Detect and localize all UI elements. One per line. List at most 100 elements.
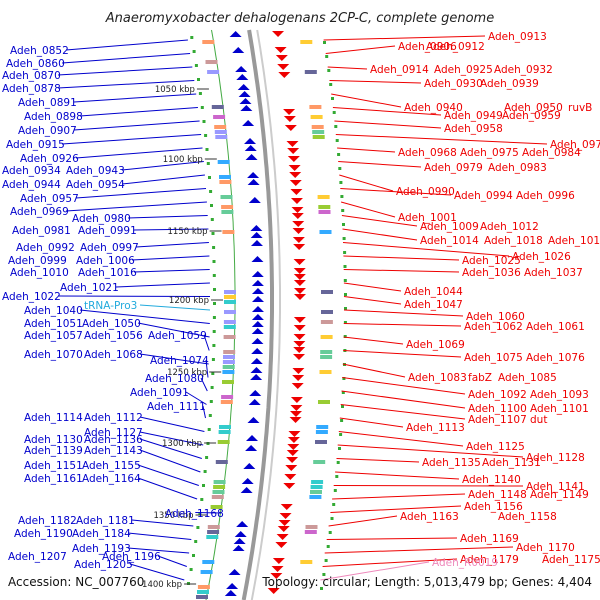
gene-label-left[interactable]: Adeh_0898 — [24, 111, 83, 123]
gene-label-right[interactable]: Adeh_1128 — [526, 452, 585, 464]
gene-label-left[interactable]: Adeh_1080 — [145, 373, 204, 385]
gene-label-left[interactable]: Adeh_0991 — [78, 225, 137, 237]
gene-label-left[interactable]: Adeh_0852 — [10, 45, 69, 57]
gene-label-right[interactable]: Adeh_1036 — [462, 267, 521, 279]
gene-label-left[interactable]: Adeh_1040 — [24, 305, 83, 317]
gene-label-left[interactable]: Adeh_1193 — [72, 543, 131, 555]
gene-label-right[interactable]: Adeh_0994 — [454, 190, 513, 202]
gene-label-right[interactable]: Adeh_1025 — [462, 255, 521, 267]
gene-label-right[interactable]: Adeh_1140 — [462, 474, 521, 486]
gene-label-left[interactable]: Adeh_1051 — [24, 318, 83, 330]
gene-label-right[interactable]: Adeh_1179 — [460, 554, 519, 566]
gene-label-right[interactable]: Adeh_0912 — [426, 41, 485, 53]
rrna-label[interactable]: Adeh_R0019 — [432, 557, 498, 569]
gene-label-right[interactable]: Adeh_0949 — [444, 110, 503, 122]
gene-label-right[interactable]: Adeh_1125 — [466, 441, 525, 453]
gene-label-right[interactable]: Adeh_1060 — [466, 311, 525, 323]
gene-label-right[interactable]: Adeh_1009 — [420, 221, 479, 233]
gene-label-left[interactable]: Adeh_1074 — [150, 355, 209, 367]
gene-label-right[interactable]: Adeh_0990 — [396, 186, 455, 198]
gene-label-right[interactable]: Adeh_1075 — [464, 352, 523, 364]
gene-label-left[interactable]: Adeh_0957 — [20, 193, 79, 205]
gene-label-right[interactable]: Adeh_1044 — [404, 286, 463, 298]
gene-label-left[interactable]: Adeh_1091 — [130, 387, 189, 399]
gene-label-right[interactable]: Adeh_0976 — [550, 139, 600, 151]
gene-label-right[interactable]: Adeh_1012 — [480, 221, 539, 233]
gene-label-right[interactable]: Adeh_0932 — [494, 64, 553, 76]
gene-label-left[interactable]: Adeh_1021 — [60, 282, 119, 294]
gene-label-right[interactable]: Adeh_0913 — [488, 31, 547, 43]
gene-label-left[interactable]: Adeh_0915 — [6, 139, 65, 151]
gene-label-left[interactable]: Adeh_1114 — [24, 412, 83, 424]
gene-label-right[interactable]: Adeh_0906 — [398, 41, 457, 53]
gene-label-right[interactable]: Adeh_1100 — [468, 403, 527, 415]
gene-label-right[interactable]: Adeh_1026 — [512, 251, 571, 263]
trna-label[interactable]: tRNA-Pro3 — [84, 300, 137, 312]
gene-label-right[interactable]: dut — [530, 414, 547, 426]
gene-label-right[interactable]: Adeh_0979 — [424, 162, 483, 174]
gene-label-left[interactable]: Adeh_1143 — [84, 445, 143, 457]
gene-label-left[interactable]: Adeh_0992 — [16, 242, 75, 254]
gene-label-right[interactable]: Adeh_0939 — [480, 78, 539, 90]
gene-label-right[interactable]: Adeh_1076 — [526, 352, 585, 364]
gene-label-left[interactable]: Adeh_0926 — [20, 153, 79, 165]
gene-label-right[interactable]: Adeh_0914 — [370, 64, 429, 76]
gene-label-left[interactable]: Adeh_0997 — [80, 242, 139, 254]
gene-label-left[interactable]: Adeh_0999 — [8, 255, 67, 267]
gene-label-right[interactable]: Adeh_1001 — [398, 212, 457, 224]
gene-label-right[interactable]: Adeh_1083 — [408, 372, 467, 384]
gene-label-right[interactable]: Adeh_0958 — [444, 123, 503, 135]
gene-label-left[interactable]: Adeh_1151 — [24, 460, 83, 472]
gene-label-left[interactable]: Adeh_0944 — [2, 179, 61, 191]
gene-label-left[interactable]: Adeh_1182 — [18, 515, 77, 527]
gene-label-left[interactable]: Adeh_0907 — [18, 125, 77, 137]
gene-label-left[interactable]: Adeh_1112 — [84, 412, 143, 424]
gene-label-left[interactable]: Adeh_1070 — [24, 349, 83, 361]
gene-label-right[interactable]: Adeh_1069 — [406, 339, 465, 351]
gene-label-left[interactable]: Adeh_1016 — [78, 267, 137, 279]
gene-label-right[interactable]: Adeh_1141 — [526, 481, 585, 493]
gene-label-left[interactable]: Adeh_0954 — [66, 179, 125, 191]
gene-label-right[interactable]: Adeh_0996 — [516, 190, 575, 202]
gene-label-right[interactable]: Adeh_1062 — [464, 321, 523, 333]
gene-label-left[interactable]: Adeh_1130 — [24, 434, 83, 446]
gene-label-right[interactable]: Adeh_1131 — [482, 457, 541, 469]
gene-label-right[interactable]: Adeh_0925 — [434, 64, 493, 76]
gene-label-right[interactable]: Adeh_1101 — [530, 403, 589, 415]
gene-label-left[interactable]: Adeh_1181 — [76, 515, 135, 527]
gene-label-right[interactable]: Adeh_1047 — [404, 299, 463, 311]
gene-label-right[interactable]: Adeh_1158 — [498, 511, 557, 523]
gene-label-right[interactable]: Adeh_1169 — [460, 533, 519, 545]
gene-label-left[interactable]: Adeh_1190 — [14, 528, 73, 540]
gene-label-left[interactable]: Adeh_1205 — [74, 559, 133, 571]
gene-label-right[interactable]: Adeh_1107 — [468, 414, 527, 426]
gene-label-right[interactable]: Adeh_1175 — [542, 554, 600, 566]
gene-label-right[interactable]: Adeh_1018 — [484, 235, 543, 247]
gene-label-right[interactable]: Adeh_1135 — [422, 457, 481, 469]
gene-label-left[interactable]: Adeh_1111 — [147, 401, 206, 413]
gene-label-right[interactable]: Adeh_1113 — [406, 422, 465, 434]
gene-label-right[interactable]: Adeh_1148 — [468, 489, 527, 501]
gene-label-left[interactable]: Adeh_1057 — [24, 330, 83, 342]
gene-label-left[interactable]: Adeh_1184 — [72, 528, 131, 540]
gene-label-left[interactable]: Adeh_1164 — [82, 473, 141, 485]
gene-label-right[interactable]: ruvB — [568, 102, 592, 114]
gene-label-right[interactable]: Adeh_1037 — [524, 267, 583, 279]
gene-label-left[interactable]: Adeh_1136 — [84, 434, 143, 446]
gene-label-left[interactable]: Adeh_1207 — [8, 551, 67, 563]
gene-label-right[interactable]: Adeh_1014 — [420, 235, 479, 247]
gene-label-left[interactable]: Adeh_1050 — [82, 318, 141, 330]
gene-label-left[interactable]: Adeh_1168 — [165, 508, 224, 520]
gene-label-left[interactable]: Adeh_0891 — [18, 97, 77, 109]
gene-label-right[interactable]: Adeh_0968 — [398, 147, 457, 159]
gene-label-right[interactable]: Adeh_0940 — [404, 102, 463, 114]
gene-label-left[interactable]: Adeh_0980 — [72, 213, 131, 225]
gene-label-right[interactable]: Adeh_1092 — [468, 389, 527, 401]
gene-label-left[interactable]: Adeh_0878 — [2, 83, 61, 95]
gene-label-left[interactable]: Adeh_0943 — [66, 165, 125, 177]
gene-label-left[interactable]: Adeh_1196 — [102, 551, 161, 563]
gene-label-left[interactable]: Adeh_1059 — [148, 330, 207, 342]
gene-label-right[interactable]: Adeh_0950 — [504, 102, 563, 114]
gene-label-left[interactable]: Adeh_0981 — [12, 225, 71, 237]
gene-label-left[interactable]: Adeh_1127 — [84, 427, 143, 439]
